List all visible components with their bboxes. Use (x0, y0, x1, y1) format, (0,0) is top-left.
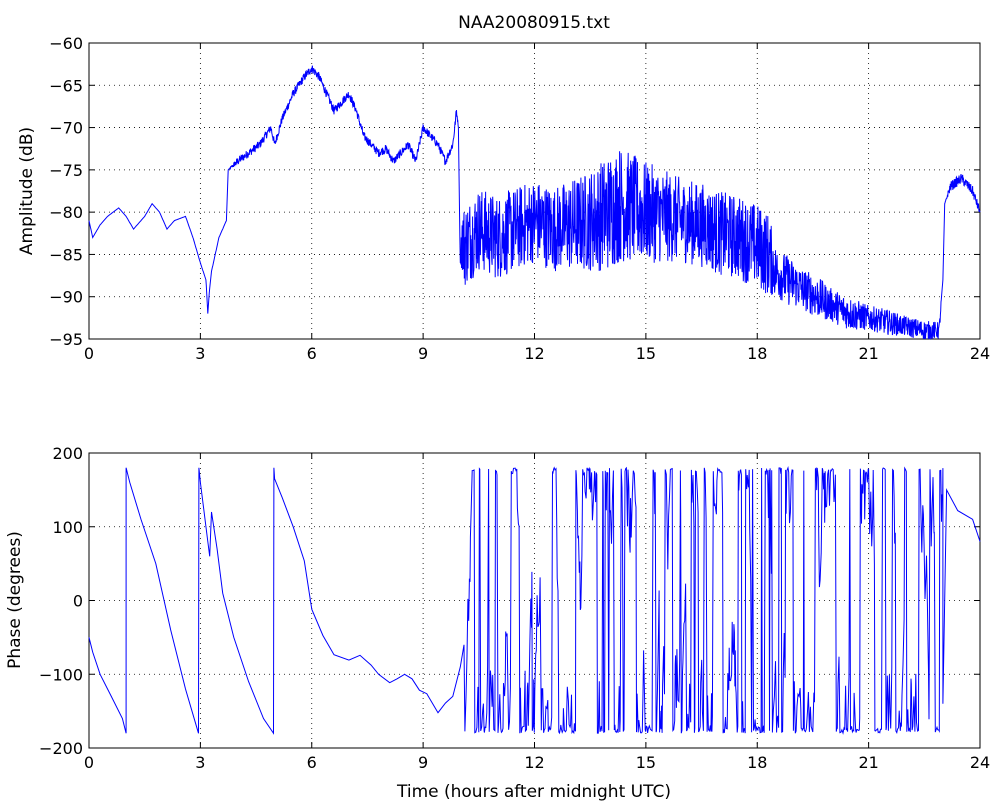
amplitude-x-tick-label: 0 (84, 344, 94, 363)
phase-x-tick-label: 6 (307, 753, 317, 772)
amplitude-y-tick-label: −75 (49, 161, 83, 180)
amplitude-y-tick-label: −85 (49, 245, 83, 264)
phase-y-axis-label: Phase (degrees) (5, 531, 25, 669)
phase-x-tick-label: 15 (636, 753, 656, 772)
amplitude-x-tick-label: 21 (858, 344, 878, 363)
amplitude-y-tick-label: −70 (49, 119, 83, 138)
phase-series (88, 466, 981, 735)
phase-y-tick-label: 200 (52, 444, 83, 463)
phase-x-tick-label: 12 (524, 753, 544, 772)
amplitude-x-tick-label: 24 (970, 344, 990, 363)
figure-title: NAA20080915.txt (458, 13, 610, 33)
amplitude-x-tick-label: 15 (636, 344, 656, 363)
amplitude-plot: 0 3 6 9 12 15 18 21 24 −95 −90 −85 −80 −75 −70 −65 −60 A… (17, 34, 990, 363)
phase-plot: 0 3 6 9 12 15 18 21 24 −200 −100 0 100 200 Phase (deg… (5, 444, 990, 802)
amplitude-y-tick-label: −65 (49, 76, 83, 95)
phase-x-tick-label: 9 (418, 753, 428, 772)
amplitude-ticks: 0 3 6 9 12 15 18 21 24 −95 −90 −85 −80 −75 −70 −65 −60 (49, 34, 990, 363)
phase-x-axis-label: Time (hours after midnight UTC) (396, 782, 671, 802)
amplitude-series (88, 65, 981, 340)
phase-x-tick-label: 18 (747, 753, 767, 772)
phase-y-tick-label: −200 (39, 739, 83, 758)
phase-y-tick-label: 0 (73, 592, 83, 611)
amplitude-x-tick-label: 3 (195, 344, 205, 363)
phase-y-tick-label: −100 (39, 665, 83, 684)
phase-line (88, 466, 981, 735)
amplitude-y-tick-label: −80 (49, 203, 83, 222)
amplitude-x-tick-label: 9 (418, 344, 428, 363)
amplitude-y-tick-label: −95 (49, 330, 83, 349)
amplitude-x-tick-label: 6 (307, 344, 317, 363)
phase-y-tick-label: 100 (52, 518, 83, 537)
amplitude-x-tick-label: 12 (524, 344, 544, 363)
phase-x-tick-label: 0 (84, 753, 94, 772)
amplitude-y-axis-label: Amplitude (dB) (17, 127, 37, 255)
amplitude-y-tick-label: −90 (49, 288, 83, 307)
phase-x-tick-label: 3 (195, 753, 205, 772)
amplitude-x-tick-label: 18 (747, 344, 767, 363)
amplitude-line (88, 65, 981, 340)
phase-x-tick-label: 21 (858, 753, 878, 772)
phase-ticks: 0 3 6 9 12 15 18 21 24 −200 −100 0 100 200 (39, 444, 990, 772)
amplitude-y-tick-label: −60 (49, 34, 83, 53)
phase-x-tick-label: 24 (970, 753, 990, 772)
